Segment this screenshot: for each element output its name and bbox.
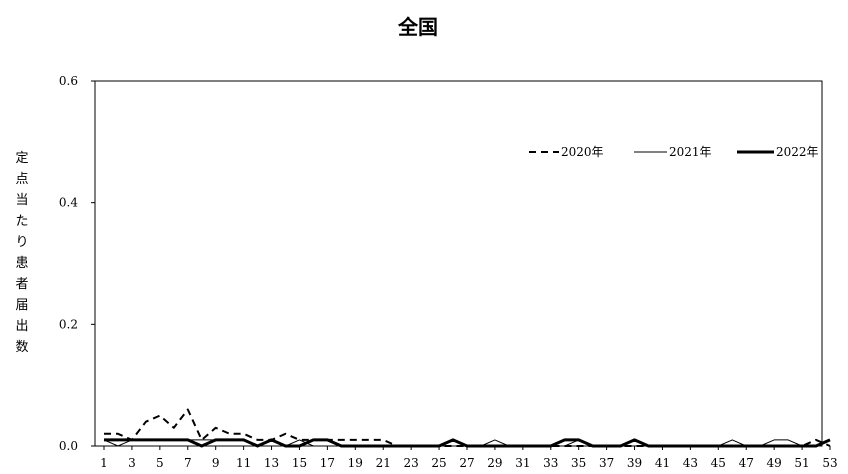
x-tick-label: 41 bbox=[655, 456, 670, 470]
legend: 2020年 2021年 2022年 bbox=[529, 145, 819, 159]
series-line-3 bbox=[104, 438, 831, 448]
y-label-char: 者 bbox=[15, 277, 28, 292]
x-tick-label: 9 bbox=[212, 456, 220, 470]
y-label-char: り bbox=[15, 235, 28, 250]
legend-label: 2021年 bbox=[669, 145, 712, 159]
x-tick-label: 51 bbox=[794, 456, 809, 470]
y-tick-label: 0.4 bbox=[59, 196, 78, 210]
x-axis-ticks: 1 3 5 7 9 11 13 15 17 19 21 23 25 27 29 31 33 35 37 39 41 43 4… bbox=[100, 446, 838, 470]
x-tick-label: 19 bbox=[348, 456, 363, 470]
x-tick-label: 53 bbox=[822, 456, 837, 470]
x-tick-label: 43 bbox=[683, 456, 698, 470]
y-axis-ticks: 0.0 0.2 0.4 0.6 bbox=[59, 74, 95, 453]
x-tick-label: 3 bbox=[128, 456, 136, 470]
plot-frame bbox=[94, 80, 823, 447]
y-label-char: 届 bbox=[15, 298, 28, 313]
x-tick-label: 25 bbox=[431, 456, 446, 470]
y-label-char: 数 bbox=[15, 340, 28, 355]
x-tick-label: 35 bbox=[571, 456, 586, 470]
y-label-char: 患 bbox=[15, 256, 28, 271]
legend-label: 2020年 bbox=[561, 145, 604, 159]
y-label-char: 点 bbox=[15, 172, 28, 187]
y-tick-label: 0.2 bbox=[59, 317, 78, 331]
x-tick-label: 7 bbox=[184, 456, 192, 470]
x-tick-label: 49 bbox=[767, 456, 782, 470]
x-tick-label: 39 bbox=[627, 456, 642, 470]
y-tick-label: 0.0 bbox=[59, 439, 78, 453]
y-label-char: 定 bbox=[15, 151, 28, 166]
y-label-char: 当 bbox=[15, 193, 28, 208]
y-label-char: 出 bbox=[15, 319, 28, 334]
x-tick-label: 45 bbox=[711, 456, 726, 470]
legend-label: 2022年 bbox=[776, 145, 819, 159]
x-tick-label: 29 bbox=[487, 456, 502, 470]
y-tick-label: 0.6 bbox=[59, 74, 78, 88]
x-tick-label: 33 bbox=[543, 456, 558, 470]
x-tick-label: 15 bbox=[292, 456, 307, 470]
y-label-char: た bbox=[15, 214, 28, 229]
x-tick-label: 11 bbox=[236, 456, 251, 470]
x-tick-label: 1 bbox=[100, 456, 108, 470]
chart-title: 全国 bbox=[397, 15, 438, 39]
x-tick-label: 23 bbox=[404, 456, 419, 470]
x-tick-label: 37 bbox=[599, 456, 614, 470]
series-lines bbox=[103, 408, 831, 448]
x-tick-label: 21 bbox=[376, 456, 391, 470]
x-tick-label: 5 bbox=[156, 456, 164, 470]
x-tick-label: 27 bbox=[459, 456, 474, 470]
x-tick-label: 47 bbox=[739, 456, 754, 470]
x-tick-label: 17 bbox=[320, 456, 335, 470]
x-tick-label: 13 bbox=[264, 456, 279, 470]
x-tick-label: 31 bbox=[515, 456, 530, 470]
